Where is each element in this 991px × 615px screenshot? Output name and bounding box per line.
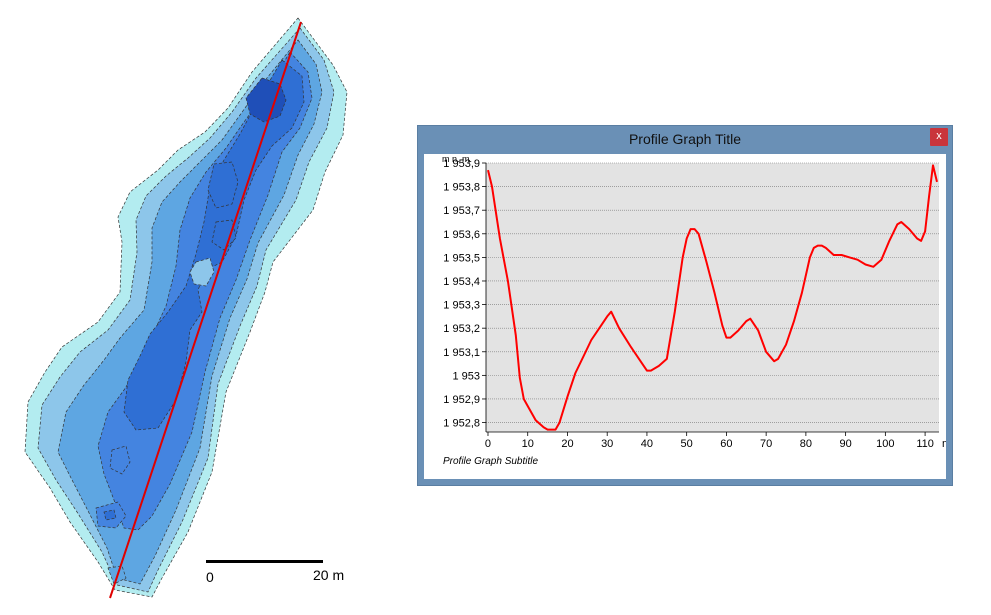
y-axis-label: m n. m.	[442, 154, 473, 164]
chart-subtitle: Profile Graph Subtitle	[443, 456, 539, 467]
y-tick-label: 1 953,9	[443, 158, 480, 170]
y-tick-label: 1 953,6	[443, 229, 480, 241]
x-tick-label: 90	[839, 438, 851, 450]
profile-line[interactable]	[109, 21, 302, 599]
x-tick-label: 20	[561, 438, 573, 450]
contour-zone-6	[245, 77, 287, 123]
contour-pocket-2	[211, 219, 237, 251]
scale-bar: 0 20 m	[206, 560, 344, 590]
scale-bar-line	[206, 560, 323, 563]
y-tick-label: 1 952,8	[443, 418, 480, 430]
plot-area	[486, 163, 939, 432]
y-tick-label: 1 953,4	[443, 276, 480, 288]
contour-pocket-3	[109, 445, 131, 475]
profile-graph-window[interactable]: Profile Graph Title x m n. m. 1 952,8 1 9…	[417, 125, 953, 486]
contour-zone-5	[123, 59, 305, 431]
y-tick-label: 1 953,2	[443, 323, 480, 335]
x-tick-label: 100	[876, 438, 894, 450]
x-axis-unit-label: m	[942, 438, 946, 450]
contour-pocket-6	[189, 257, 215, 287]
y-tick-label: 1 953	[452, 370, 480, 382]
contour-pocket-5	[103, 509, 117, 521]
y-tick-label: 1 952,9	[443, 394, 480, 406]
x-tick-label: 30	[601, 438, 613, 450]
x-tick-label: 110	[916, 438, 934, 450]
y-tick-label: 1 953,1	[443, 347, 480, 359]
y-tick-label: 1 953,5	[443, 252, 480, 264]
contour-pocket-1	[207, 161, 239, 209]
profile-series-line	[487, 164, 938, 431]
scale-bar-end-label: 20 m	[313, 567, 345, 583]
close-button[interactable]: x	[930, 128, 948, 146]
x-tick-label: 70	[760, 438, 772, 450]
contour-map	[24, 17, 348, 599]
x-tick-label: 10	[522, 438, 534, 450]
y-tick-label: 1 953,8	[443, 182, 480, 194]
x-tick-label: 40	[641, 438, 653, 450]
window-title[interactable]: Profile Graph Title	[628, 131, 742, 147]
x-tick-label: 0	[485, 438, 491, 450]
scale-bar-start-label: 0	[206, 569, 214, 585]
x-tick-label: 50	[681, 438, 693, 450]
profile-chart: 1 952,8 1 952,9 1 953 1 953,1 1 953,2 1 953,3…	[443, 158, 946, 450]
y-tick-label: 1 953,3	[443, 300, 480, 312]
x-tick-label: 60	[720, 438, 732, 450]
x-tick-label: 80	[800, 438, 812, 450]
y-tick-label: 1 953,7	[443, 205, 480, 217]
graph-client-area: m n. m. 1 952,8 1 952,9 1 953 1 953,1 1 953,…	[424, 154, 946, 479]
